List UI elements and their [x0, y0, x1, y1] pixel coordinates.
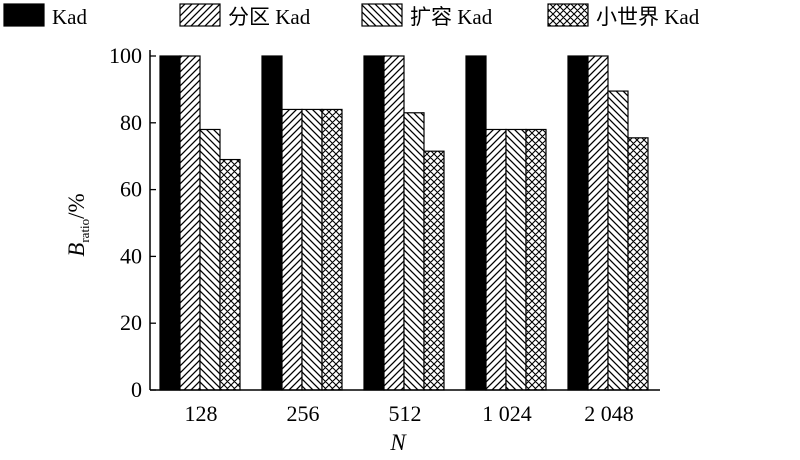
- legend-item-1: 分区 Kad: [179, 3, 311, 29]
- x-tick-label: 2 048: [584, 401, 634, 426]
- y-tick-label: 100: [109, 43, 142, 68]
- x-tick-label: 256: [287, 401, 320, 426]
- bar-1024-series-3: [525, 128, 547, 391]
- bar-2048-series-0: [567, 55, 589, 391]
- legend-label: 小世界 Kad: [596, 5, 700, 29]
- legend-item-2: 扩容 Kad: [361, 3, 493, 29]
- bar-512-series-2: [403, 112, 425, 391]
- legend-swatch: [547, 3, 589, 27]
- y-axis-title-main: B: [64, 243, 89, 257]
- y-axis-title-sub: ratio: [77, 219, 92, 243]
- y-axis-title-unit: /%: [64, 193, 89, 219]
- bar-256-series-1: [281, 108, 303, 391]
- bar-2048-series-2: [607, 90, 629, 391]
- x-axis-title: N: [389, 430, 407, 455]
- y-tick-label: 40: [120, 243, 142, 268]
- bar-1024-series-1: [485, 128, 507, 391]
- bars: [159, 55, 649, 391]
- legend-item-0: Kad: [3, 3, 87, 29]
- legend-item-3: 小世界 Kad: [547, 3, 700, 29]
- y-tick-label: 20: [120, 310, 142, 335]
- bar-128-series-3: [219, 158, 241, 391]
- x-tick-label: 512: [389, 401, 422, 426]
- bar-256-series-0: [261, 55, 283, 391]
- x-tick-label: 128: [185, 401, 218, 426]
- bar-256-series-3: [321, 108, 343, 391]
- legend-label: 分区 Kad: [228, 5, 311, 29]
- legend-swatch: [361, 3, 403, 27]
- bar-2048-series-3: [627, 137, 649, 391]
- bar-128-series-0: [159, 55, 181, 391]
- legend-label: Kad: [52, 5, 87, 29]
- axes: 128 256 512 1 024 2 048 0 20 40 60 80 100: [109, 43, 660, 426]
- legend-label: 扩容 Kad: [410, 5, 493, 29]
- bar-2048-series-1: [587, 55, 609, 391]
- bar-1024-series-0: [465, 55, 487, 391]
- legend-swatch: [179, 3, 221, 27]
- x-tick-label: 1 024: [482, 401, 532, 426]
- bar-512-series-3: [423, 150, 445, 391]
- y-tick-label: 80: [120, 110, 142, 135]
- bar-512-series-1: [383, 55, 405, 391]
- legend: Kad 分区 Kad 扩容 Kad 小世界 Kad: [3, 3, 700, 29]
- y-tick-label: 60: [120, 177, 142, 202]
- y-tick-label: 0: [131, 377, 142, 402]
- bar-1024-series-2: [505, 128, 527, 391]
- y-axis-title: Bratio/%: [64, 193, 92, 256]
- bar-256-series-2: [301, 108, 323, 391]
- legend-swatch: [3, 3, 45, 27]
- bar-128-series-1: [179, 55, 201, 391]
- bar-512-series-0: [363, 55, 385, 391]
- bar-128-series-2: [199, 128, 221, 391]
